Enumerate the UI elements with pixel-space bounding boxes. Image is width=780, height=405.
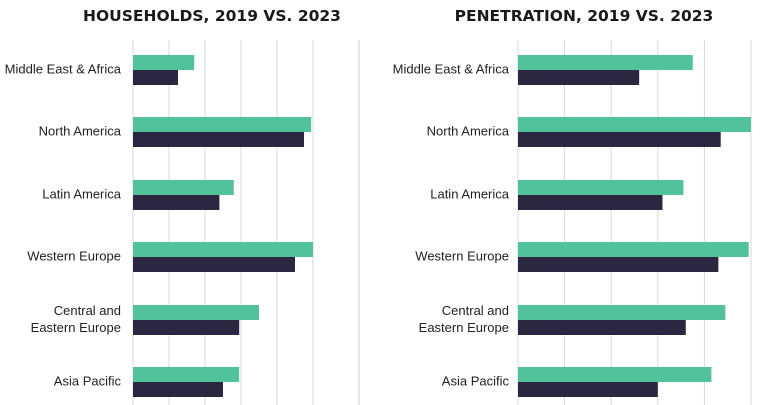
households-bar-2023 (133, 305, 259, 320)
penetration-category-label-line: Eastern Europe (419, 320, 509, 335)
penetration-bar-2023 (518, 117, 751, 132)
penetration-category-label: North America (427, 124, 510, 139)
households-bar-2019 (133, 257, 295, 272)
penetration-category-label-line: Central and (442, 303, 509, 318)
households-category-label: Central and Eastern Europe (31, 303, 121, 335)
households-category-label: Latin America (42, 187, 122, 202)
penetration-category-labels: Middle East & Africa North America Latin A… (393, 62, 510, 389)
penetration-bar-2023 (518, 242, 749, 257)
penetration-bar-2023 (518, 55, 693, 70)
households-category-label-line: Central and (54, 303, 121, 318)
households-bar-2019 (133, 195, 220, 210)
penetration-bar-2019 (518, 382, 658, 397)
households-category-labels: Middle East & Africa North America Latin A… (5, 62, 122, 389)
households-bar-2019 (133, 132, 304, 147)
penetration-bar-2023 (518, 180, 684, 195)
households-bar-2023 (133, 55, 195, 70)
penetration-category-label: Central and Eastern Europe (419, 303, 509, 335)
penetration-chart: PENETRATION, 2019 VS. 2023 Middle East &… (393, 7, 752, 405)
penetration-category-label: Asia Pacific (442, 374, 510, 389)
penetration-bar-2019 (518, 320, 686, 335)
households-bar-2019 (133, 382, 223, 397)
penetration-bar-2019 (518, 257, 719, 272)
households-category-label-line: Eastern Europe (31, 320, 121, 335)
penetration-category-label: Western Europe (415, 249, 509, 264)
penetration-bars (518, 55, 751, 397)
penetration-bar-2019 (518, 132, 721, 147)
penetration-bar-2019 (518, 70, 640, 85)
households-category-label: Western Europe (27, 249, 121, 264)
penetration-bar-2019 (518, 195, 663, 210)
households-bars (133, 55, 313, 397)
penetration-grid (517, 40, 752, 405)
households-bar-2023 (133, 242, 313, 257)
penetration-chart-title: PENETRATION, 2019 VS. 2023 (455, 7, 714, 25)
households-bar-2023 (133, 367, 240, 382)
households-category-label: North America (39, 124, 122, 139)
penetration-category-label: Latin America (430, 187, 510, 202)
penetration-bar-2023 (518, 305, 726, 320)
households-bar-2019 (133, 70, 178, 85)
households-bar-2023 (133, 180, 234, 195)
households-chart-title: HOUSEHOLDS, 2019 VS. 2023 (83, 7, 341, 25)
households-bar-2019 (133, 320, 240, 335)
households-category-label: Asia Pacific (54, 374, 122, 389)
penetration-category-label: Middle East & Africa (393, 62, 510, 77)
penetration-bar-2023 (518, 367, 712, 382)
households-chart: HOUSEHOLDS, 2019 VS. 2023 Middle East & … (5, 7, 341, 405)
households-grid (132, 40, 314, 405)
households-category-label: Middle East & Africa (5, 62, 122, 77)
households-bar-2023 (133, 117, 312, 132)
